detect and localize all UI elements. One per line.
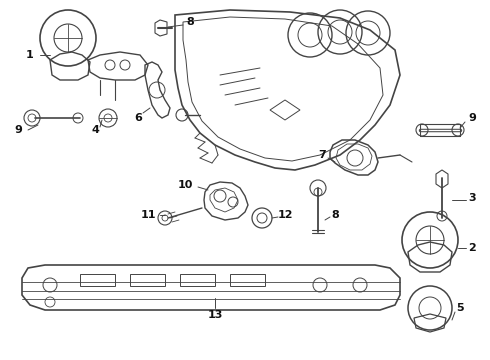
Text: 5: 5: [456, 303, 464, 313]
Text: 12: 12: [277, 210, 293, 220]
Text: 6: 6: [134, 113, 142, 123]
Bar: [130, 274, 165, 286]
Text: 7: 7: [318, 150, 326, 160]
Text: 9: 9: [14, 125, 22, 135]
Text: 11: 11: [140, 210, 156, 220]
Text: 13: 13: [207, 310, 222, 320]
Text: 3: 3: [468, 193, 476, 203]
Text: 1: 1: [26, 50, 34, 60]
Text: 2: 2: [468, 243, 476, 253]
Text: 8: 8: [186, 17, 194, 27]
Bar: [80, 274, 115, 286]
Text: 4: 4: [91, 125, 99, 135]
Bar: [180, 274, 215, 286]
Text: 8: 8: [331, 210, 339, 220]
Bar: [230, 274, 265, 286]
Text: 10: 10: [177, 180, 193, 190]
Text: 9: 9: [468, 113, 476, 123]
